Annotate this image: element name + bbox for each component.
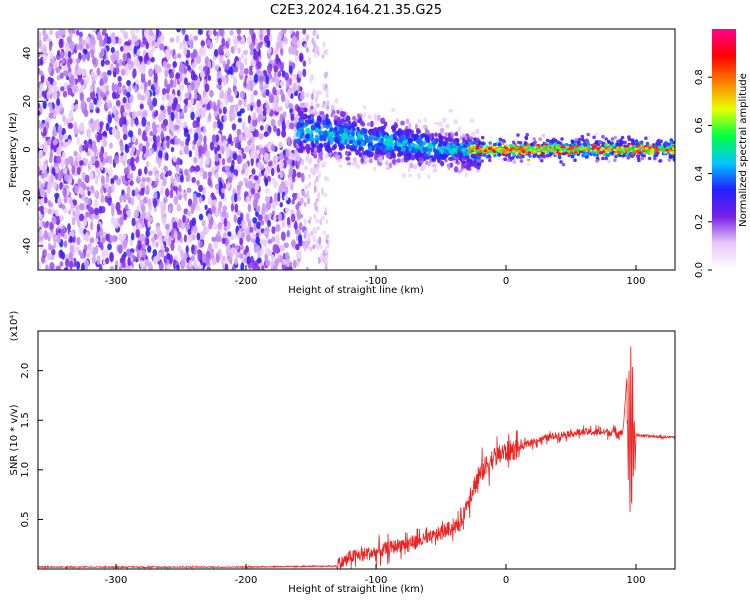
- x-tick-label: 100: [626, 276, 645, 287]
- spectrogram-x-label: Height of straight line (km): [288, 285, 424, 296]
- x-tick-label: -200: [235, 276, 258, 287]
- colorbar-ticks: 0.0 0.2 0.4 0.6 0.8: [694, 69, 712, 278]
- colorbar-tick-label: 0.0: [694, 262, 705, 278]
- y-tick-label: -40: [22, 238, 33, 254]
- snr-panel: -300 -200 -100 0 100 0.5 1.0 1.5 2.0 Height of …: [9, 311, 676, 595]
- spectrogram-image: [38, 29, 675, 270]
- colorbar: 0.0 0.2 0.4 0.6 0.8 Normalized spectral ampl…: [694, 29, 749, 278]
- snr-series-line: [38, 346, 675, 569]
- snr-y-label: SNR (10 * v/v): [9, 404, 20, 475]
- y-tick-label: 0.5: [20, 511, 31, 527]
- y-tick-label: 0: [22, 146, 33, 152]
- y-tick-label: 2.0: [20, 363, 31, 379]
- spectrogram-y-label: Frequency (Hz): [8, 112, 19, 188]
- spectrogram-x-ticks: -300 -200 -100 0 100: [105, 265, 646, 287]
- snr-y-multiplier: (x10⁴): [9, 311, 20, 342]
- snr-frame: [37, 330, 676, 570]
- colorbar-tick-label: 0.4: [694, 166, 705, 182]
- snr-x-label: Height of straight line (km): [288, 584, 424, 595]
- x-tick-label: 0: [503, 276, 509, 287]
- y-tick-label: 20: [22, 95, 33, 108]
- y-tick-label: -20: [22, 190, 33, 206]
- snr-x-ticks: -300 -200 -100 0 100: [105, 564, 646, 586]
- colorbar-gradient: [712, 29, 736, 270]
- colorbar-tick-label: 0.8: [694, 69, 705, 85]
- spectrogram-y-ticks: -40 -20 0 20 40: [22, 47, 43, 254]
- y-tick-label: 1.0: [20, 462, 31, 478]
- x-tick-label: -300: [105, 276, 128, 287]
- snr-y-ticks: 0.5 1.0 1.5 2.0: [20, 363, 43, 527]
- colorbar-tick-label: 0.6: [694, 117, 705, 133]
- chart-title: C2E3.2024.164.21.35.G25: [270, 3, 442, 18]
- x-tick-label: -100: [365, 575, 388, 586]
- x-tick-label: 0: [503, 575, 509, 586]
- x-tick-label: 100: [626, 575, 645, 586]
- x-tick-label: -200: [235, 575, 258, 586]
- colorbar-tick-label: 0.2: [694, 214, 705, 230]
- y-tick-label: 1.5: [20, 412, 31, 428]
- x-tick-label: -100: [365, 276, 388, 287]
- y-tick-label: 40: [22, 47, 33, 60]
- x-tick-label: -300: [105, 575, 128, 586]
- colorbar-label: Normalized spectral amplitude: [738, 73, 749, 227]
